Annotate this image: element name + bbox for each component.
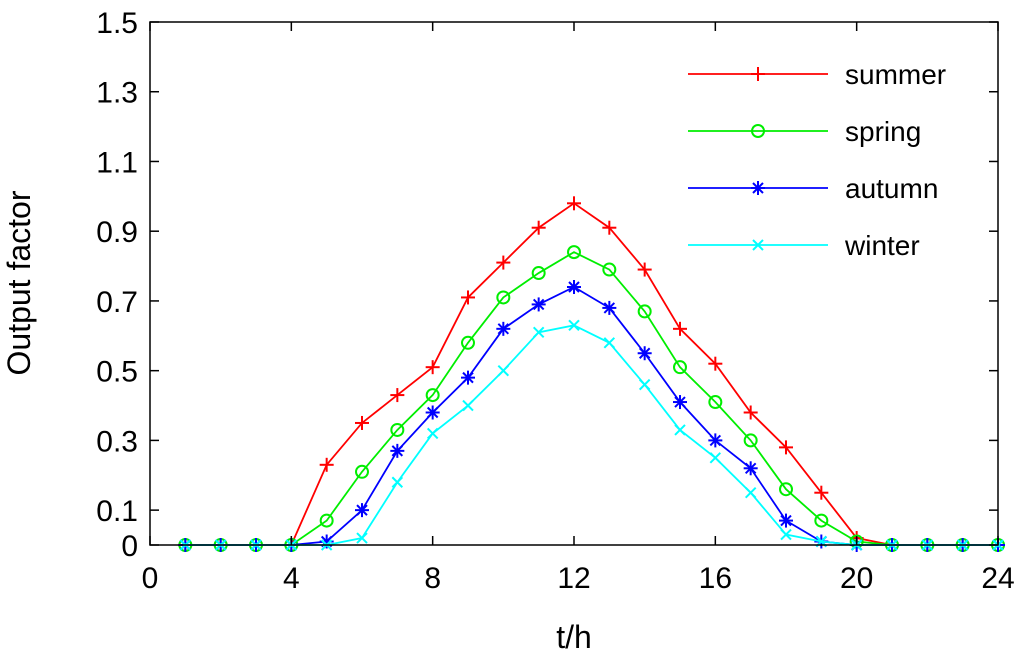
x-axis-title: t/h [556,619,592,655]
legend-item-winter: winter [688,230,920,261]
y-axis-title: Output factor [1,190,37,375]
data-point-winter [709,452,722,464]
data-point-winter [426,427,439,440]
legend-marker [751,124,765,138]
y-tick-label: 0.7 [96,286,138,319]
data-point-summer [390,388,405,403]
data-point-autumn [637,346,652,361]
data-point-summer [531,220,546,235]
data-point-winter [744,486,757,499]
data-point-summer [425,360,440,375]
x-tick-label: 24 [981,562,1014,595]
data-point-winter [497,364,510,377]
data-point-spring [673,360,687,375]
data-point-winter [603,337,616,349]
data-point-spring [461,335,475,350]
data-point-summer [461,290,475,305]
data-point-autumn [531,297,546,312]
legend-label: autumn [845,173,938,204]
y-tick-label: 0.1 [96,495,138,528]
legend-marker [751,67,765,81]
data-point-spring [779,482,793,497]
data-point-autumn [743,461,758,476]
legend-label: summer [845,59,946,90]
series-line-winter [185,324,998,546]
series-spring [178,245,1005,552]
data-point-spring [743,433,758,448]
y-tick-label: 1.3 [96,77,138,110]
legend-item-spring: spring [688,116,921,147]
data-point-spring [531,266,546,281]
x-tick-label: 16 [699,562,732,595]
legend: summer spring autumn winter [688,59,946,261]
data-point-winter [462,399,474,412]
data-point-spring [814,513,829,528]
data-point-autumn [461,370,475,385]
data-point-spring [567,245,581,260]
y-tick-label: 1.1 [96,146,138,179]
legend-item-autumn: autumn [688,173,938,204]
data-point-summer [602,220,617,235]
data-point-winter [674,424,686,436]
data-point-spring [637,304,652,319]
data-point-autumn [425,405,440,420]
legend-item-summer: summer [688,59,946,90]
legend-label: spring [845,116,921,147]
x-tick-label: 0 [142,562,159,595]
y-tick-label: 0.9 [96,216,138,249]
data-point-winter [391,476,404,488]
legend-marker [752,239,764,251]
x-tick-label: 20 [840,562,873,595]
data-point-spring [496,290,511,305]
series-autumn [178,279,1005,552]
data-point-winter [638,378,651,391]
data-point-summer [496,255,511,270]
data-point-spring [355,464,369,479]
data-point-winter [532,326,545,339]
series-line-autumn [185,285,998,546]
y-tick-label: 0.5 [96,356,138,389]
data-point-spring [390,422,405,437]
data-point-autumn [496,321,511,336]
data-point-winter [780,528,792,541]
legend-marker [751,181,765,195]
data-point-autumn [673,395,687,410]
x-tick-label: 8 [424,562,441,595]
data-point-summer [779,440,793,455]
data-point-summer [814,485,829,500]
data-point-winter [568,319,580,332]
data-point-autumn [779,513,793,528]
data-point-summer [673,321,687,336]
x-tick-label: 4 [283,562,300,595]
legend-label: winter [844,230,920,261]
data-point-autumn [602,300,617,315]
series-line-spring [185,251,998,546]
data-point-spring [425,388,440,403]
data-point-summer [708,356,723,371]
data-point-summer [743,405,758,420]
data-point-autumn [355,503,369,518]
data-point-summer [567,196,581,211]
data-point-spring [319,513,334,528]
y-tick-label: 1.5 [96,7,138,40]
data-point-autumn [390,443,405,458]
data-point-spring [708,395,723,410]
data-point-summer [355,415,369,430]
data-point-autumn [567,279,581,294]
data-point-summer [637,262,652,277]
y-tick-label: 0.3 [96,425,138,458]
x-tick-label: 12 [557,562,590,595]
data-point-winter [356,532,368,544]
data-point-autumn [708,433,723,448]
y-tick-label: 0 [121,530,138,563]
data-point-spring [602,262,617,277]
data-point-summer [319,457,334,472]
